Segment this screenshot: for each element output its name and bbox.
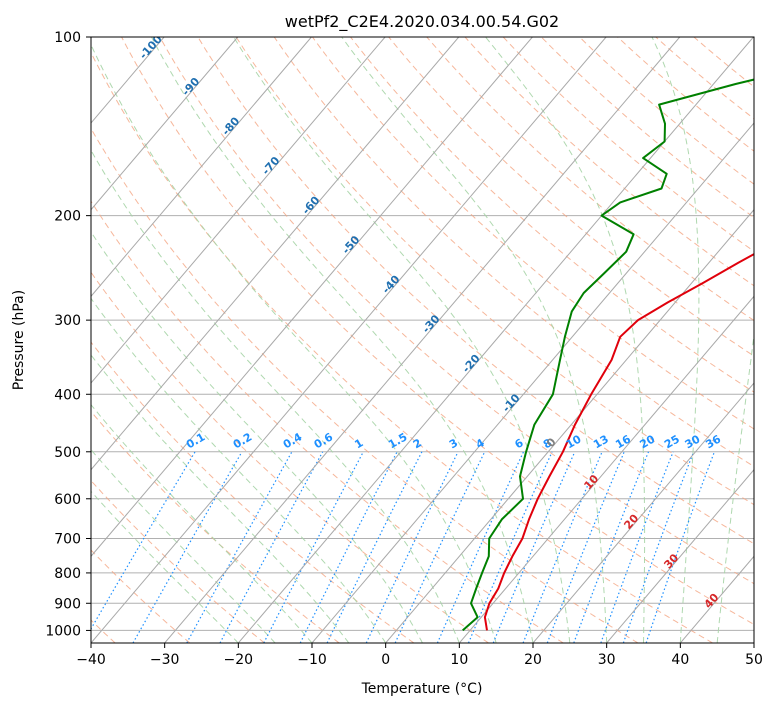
dry-adiabat	[311, 37, 754, 430]
dry-adiabat	[121, 37, 754, 625]
isotherm	[164, 37, 681, 643]
dry-adiabat	[91, 271, 489, 643]
dry-adiabats	[91, 37, 754, 643]
moist-adiabat	[91, 43, 497, 643]
y-tick-label: 100	[54, 30, 81, 46]
moist-adiabat	[485, 37, 646, 643]
dry-adiabat	[91, 549, 191, 643]
dewpoint-line	[462, 78, 754, 632]
skewed-isotherms	[91, 37, 754, 643]
mixing-ratio-line	[622, 451, 695, 643]
y-tick-label: 600	[54, 492, 81, 508]
mixing-ratio-lines	[91, 451, 715, 643]
dry-adiabat	[235, 37, 754, 506]
mixing-ratio-line	[522, 451, 603, 643]
profile-series	[462, 78, 754, 632]
y-tick-label: 900	[54, 596, 81, 612]
dry-adiabat	[91, 200, 564, 643]
x-tick-label: 20	[524, 652, 542, 668]
moist-adiabat	[151, 37, 534, 643]
y-tick-label: 300	[54, 313, 81, 329]
isotherm	[91, 37, 386, 384]
isotherm	[311, 122, 754, 643]
moist-adiabats	[91, 37, 754, 643]
moist-adiabat	[91, 403, 313, 643]
isotherm	[91, 37, 239, 211]
dry-adiabat	[91, 479, 265, 643]
y-tick-label: 1000	[45, 623, 81, 639]
isotherm	[91, 37, 533, 558]
dry-adiabat	[159, 37, 754, 585]
plot-frame	[90, 36, 755, 644]
x-tick-label: −40	[76, 652, 106, 668]
mixing-ratio-line	[573, 451, 650, 643]
isotherm	[458, 295, 754, 643]
x-tick-label: −20	[224, 652, 254, 668]
dry-adiabat	[91, 341, 415, 643]
temperature-line	[483, 253, 754, 631]
y-tick-label: 400	[54, 387, 81, 403]
mixing-ratio-line	[546, 451, 625, 643]
mixing-ratio-line	[219, 451, 324, 643]
y-tick-label: 800	[54, 566, 81, 582]
mixing-ratio-line	[186, 451, 293, 643]
plot-area: 0.1 0.2 0.4 0.6 1 1.5 2 3 4 6 8 10 13 16 20 25 30 36-100-…	[91, 37, 754, 643]
isotherm	[532, 382, 754, 643]
isotherm	[91, 37, 312, 298]
dry-adiabat	[91, 51, 713, 643]
moist-adiabat	[91, 231, 423, 643]
x-tick-label: 30	[598, 652, 616, 668]
moist-adiabat	[91, 297, 387, 643]
isotherm	[237, 37, 754, 643]
isotherm	[385, 208, 754, 643]
mixing-ratio-line	[326, 451, 423, 643]
moist-adiabat	[651, 37, 700, 643]
dry-adiabat	[350, 37, 754, 393]
x-tick-label: −30	[150, 652, 180, 668]
isotherm	[91, 37, 607, 643]
chart-title: wetPf2_C2E4.2020.034.00.54.G02	[285, 12, 559, 32]
mixing-ratio-line	[467, 451, 553, 643]
moist-adiabat	[91, 354, 350, 643]
y-axis-label: Pressure (hPa)	[11, 290, 27, 390]
isotherm	[606, 468, 754, 643]
x-tick-label: 0	[381, 652, 390, 668]
dry-adiabat	[273, 37, 754, 467]
y-tick-label: 500	[54, 445, 81, 461]
moist-adiabat	[233, 37, 571, 643]
mixing-ratio-line	[645, 451, 715, 643]
x-tick-label: 50	[745, 652, 763, 668]
moist-adiabat	[716, 331, 754, 643]
mixing-ratio-line	[600, 451, 674, 643]
x-tick-label: −10	[297, 652, 327, 668]
pressure-gridlines	[91, 37, 754, 631]
isotherm	[91, 37, 460, 471]
y-tick-label: 200	[54, 209, 81, 225]
axes: −40 −30 −20 −10 0 10 20 30 40 50 1000 900 800 700 600 5…	[45, 30, 763, 668]
moist-adiabat	[91, 149, 460, 643]
x-axis-label: Temperature (°C)	[361, 681, 483, 697]
x-tick-label: 10	[450, 652, 468, 668]
moist-adiabat	[341, 37, 608, 643]
dry-adiabat	[91, 127, 639, 643]
x-tick-label: 40	[671, 652, 689, 668]
y-tick-label: 700	[54, 532, 81, 548]
